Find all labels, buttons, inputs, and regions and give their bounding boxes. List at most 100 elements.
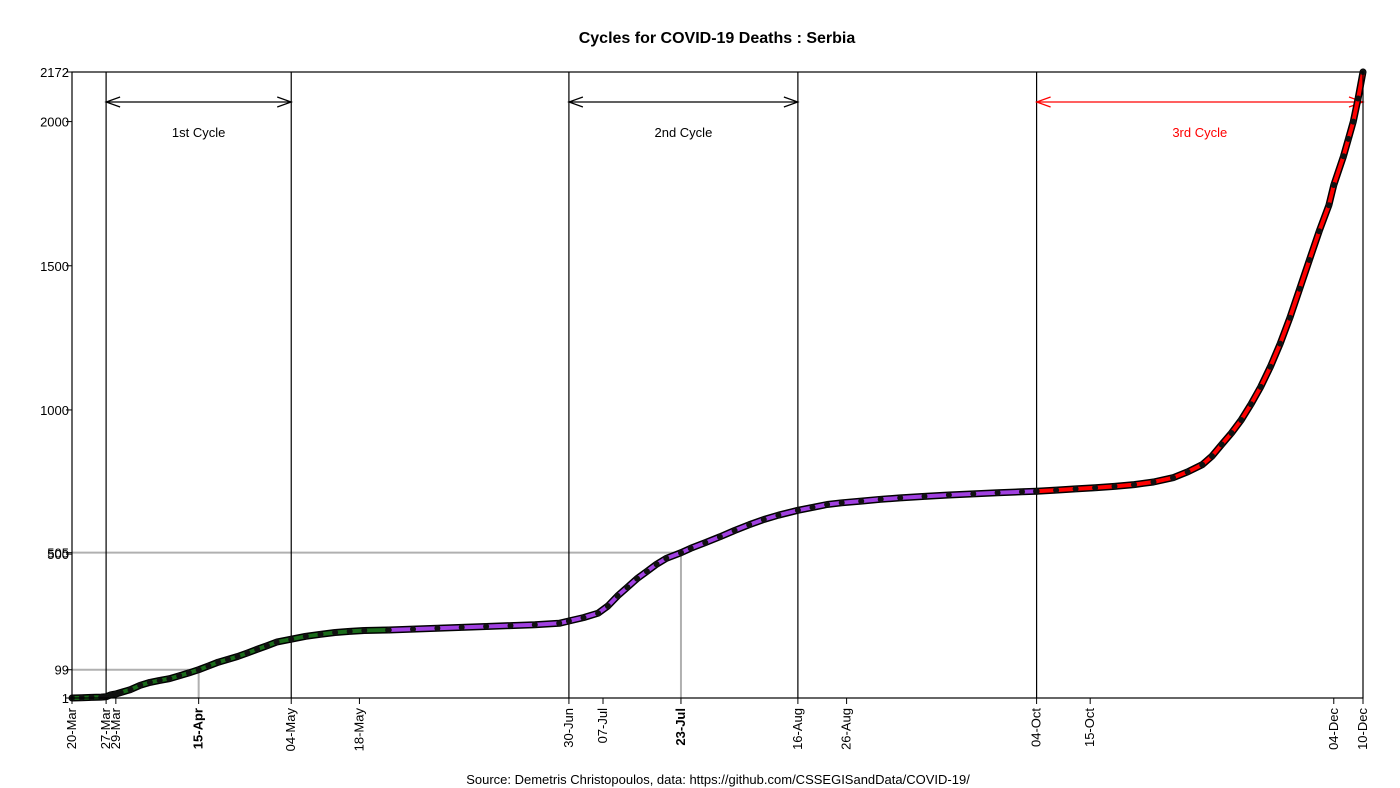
data-point bbox=[1033, 488, 1040, 495]
data-point bbox=[794, 507, 801, 514]
data-point bbox=[716, 533, 723, 540]
data-point bbox=[1209, 453, 1215, 460]
data-point bbox=[317, 631, 324, 638]
data-point bbox=[458, 624, 465, 631]
data-point bbox=[565, 618, 572, 624]
series-line-1 bbox=[386, 489, 1039, 632]
data-point bbox=[346, 628, 353, 635]
data-point bbox=[385, 627, 392, 633]
x-tick-label: 18-May bbox=[351, 708, 366, 752]
data-point bbox=[1199, 461, 1206, 468]
data-point bbox=[1053, 487, 1060, 494]
cycle-arrowhead-left-0 bbox=[104, 96, 121, 108]
data-point bbox=[1072, 485, 1079, 492]
series-outline-0 bbox=[68, 626, 393, 702]
data-point bbox=[1306, 257, 1313, 263]
data-point bbox=[185, 669, 192, 676]
data-point bbox=[410, 626, 416, 633]
data-point bbox=[1330, 182, 1337, 188]
data-point bbox=[824, 501, 831, 508]
data-point bbox=[897, 494, 904, 501]
data-point bbox=[117, 689, 124, 696]
data-point bbox=[604, 603, 611, 609]
data-point bbox=[653, 561, 660, 568]
series-layer bbox=[68, 68, 1367, 702]
data-point bbox=[127, 686, 134, 693]
data-point bbox=[1184, 468, 1191, 475]
data-point bbox=[1325, 202, 1332, 209]
data-point bbox=[1267, 363, 1274, 370]
data-point bbox=[1170, 474, 1176, 481]
cycle-arrowhead-right-1 bbox=[783, 96, 800, 108]
data-point bbox=[1150, 479, 1157, 485]
x-tick-label: 15-Apr bbox=[191, 708, 206, 749]
cycle-arrowhead-left-2 bbox=[1034, 96, 1051, 108]
chart-title: Cycles for COVID-19 Deaths : Serbia bbox=[579, 30, 856, 47]
y-tick-label: 500 bbox=[47, 547, 69, 562]
data-point bbox=[1345, 135, 1352, 142]
data-point bbox=[1228, 430, 1235, 436]
data-point bbox=[1355, 95, 1362, 102]
x-tick-label: 30-Jun bbox=[561, 708, 576, 748]
data-point bbox=[302, 633, 309, 640]
data-point bbox=[746, 521, 753, 528]
data-point bbox=[263, 642, 270, 649]
data-point bbox=[332, 629, 339, 636]
data-point bbox=[288, 636, 295, 643]
x-tick-label: 10-Dec bbox=[1355, 708, 1370, 750]
data-point bbox=[1218, 441, 1225, 448]
cycle-annotations: 1st Cycle 2nd Cycle 3rd Cycle bbox=[104, 96, 1365, 140]
x-tick-label: 16-Aug bbox=[790, 708, 805, 750]
cycle-arrowhead-left-1 bbox=[567, 96, 584, 108]
cycle-label-2: 3rd Cycle bbox=[1172, 125, 1227, 140]
y-tick-label: 1000 bbox=[40, 403, 69, 418]
data-point bbox=[273, 639, 280, 646]
data-point bbox=[731, 527, 738, 534]
data-point bbox=[1092, 484, 1099, 491]
data-point bbox=[678, 549, 684, 556]
x-tick-label: 15-Oct bbox=[1082, 708, 1097, 747]
x-tick-label: 29-Mar bbox=[108, 707, 123, 749]
data-point bbox=[254, 646, 261, 653]
data-point bbox=[702, 539, 709, 546]
x-tick-label: 27-Mar bbox=[98, 707, 113, 749]
cycle-boundaries bbox=[105, 72, 1038, 698]
data-point bbox=[1257, 383, 1264, 390]
plot-frame bbox=[71, 71, 1364, 699]
data-point bbox=[483, 623, 490, 630]
data-point bbox=[176, 672, 183, 679]
data-point bbox=[1277, 340, 1284, 347]
data-point bbox=[643, 568, 650, 575]
chart-caption: Source: Demetris Christopoulos, data: ht… bbox=[466, 772, 970, 787]
data-point bbox=[507, 622, 514, 629]
y-tick-label: 99 bbox=[55, 663, 69, 678]
data-point bbox=[531, 621, 538, 628]
data-point bbox=[1238, 417, 1245, 423]
data-point bbox=[556, 620, 563, 627]
data-point bbox=[877, 496, 884, 503]
data-point bbox=[838, 499, 845, 506]
data-point bbox=[663, 555, 670, 562]
y-tick-label: 1 bbox=[62, 691, 69, 706]
reference-lines bbox=[72, 551, 682, 698]
cycle-label-1: 2nd Cycle bbox=[654, 125, 712, 140]
data-point bbox=[1019, 488, 1025, 495]
points-layer bbox=[69, 69, 1366, 701]
data-point bbox=[1286, 314, 1293, 321]
data-point bbox=[166, 675, 173, 682]
data-point bbox=[1350, 118, 1357, 125]
data-point bbox=[809, 504, 816, 511]
data-point bbox=[1131, 481, 1137, 488]
data-point bbox=[244, 650, 251, 656]
data-point bbox=[205, 663, 212, 669]
x-tick-label: 26-Aug bbox=[839, 708, 854, 750]
series-outline-1 bbox=[385, 487, 1041, 634]
data-point bbox=[234, 653, 241, 660]
data-point bbox=[156, 677, 163, 684]
x-tick-label: 07-Jul bbox=[595, 708, 610, 744]
data-point bbox=[146, 679, 153, 686]
data-point bbox=[595, 610, 602, 617]
data-point bbox=[434, 625, 441, 632]
x-tick-label: 23-Jul bbox=[673, 708, 688, 746]
data-point bbox=[624, 584, 631, 591]
